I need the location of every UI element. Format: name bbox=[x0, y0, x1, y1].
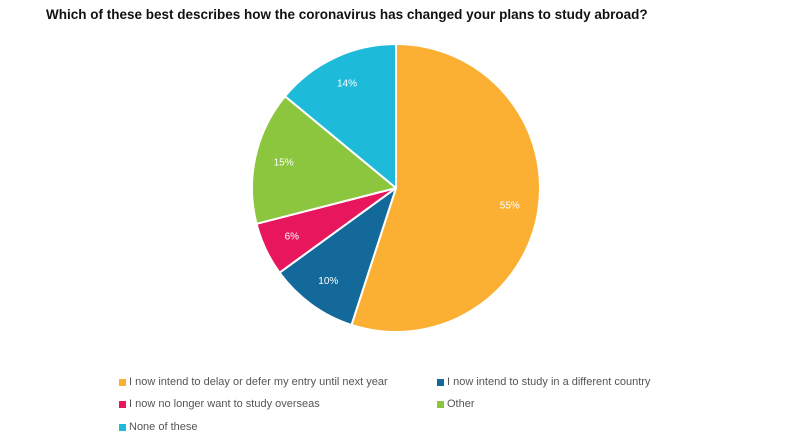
legend-item-none-of-these: None of these bbox=[119, 421, 198, 433]
legend-item-no-longer-overseas: I now no longer want to study overseas bbox=[119, 398, 320, 410]
legend-swatch-none-of-these bbox=[119, 423, 126, 431]
legend-item-delay-entry: I now intend to delay or defer my entry … bbox=[119, 376, 388, 388]
pie-slices bbox=[251, 43, 541, 333]
legend-item-other: Other bbox=[437, 398, 475, 410]
legend-label-delay-entry: I now intend to delay or defer my entry … bbox=[129, 376, 388, 388]
pie-data-labels: 55% 10% 6% 15% 14% bbox=[274, 78, 520, 286]
legend-label-different-country: I now intend to study in a different cou… bbox=[447, 376, 651, 388]
legend-swatch-other bbox=[437, 400, 444, 408]
pie-slice-other bbox=[251, 95, 397, 225]
pie-label-none-of-these: 14% bbox=[337, 78, 357, 89]
legend-swatch-delay-entry bbox=[119, 378, 126, 386]
pie-slice-none-of-these bbox=[284, 43, 397, 189]
pie-label-delay-entry: 55% bbox=[500, 201, 520, 212]
legend-label-none-of-these: None of these bbox=[129, 421, 198, 433]
legend-label-no-longer-overseas: I now no longer want to study overseas bbox=[129, 398, 320, 410]
legend-swatch-no-longer-overseas bbox=[119, 400, 126, 408]
pie-label-other: 15% bbox=[274, 158, 294, 169]
legend-swatch-different-country bbox=[437, 378, 444, 386]
pie-label-different-country: 10% bbox=[318, 276, 338, 287]
legend-label-other: Other bbox=[447, 398, 475, 410]
pie-slice-different-country bbox=[278, 187, 397, 326]
pie-slice-delay-entry bbox=[350, 43, 541, 333]
legend-item-different-country: I now intend to study in a different cou… bbox=[437, 376, 650, 388]
chart-title: Which of these best describes how the co… bbox=[46, 7, 648, 22]
pie-label-no-longer-overseas: 6% bbox=[285, 232, 300, 243]
